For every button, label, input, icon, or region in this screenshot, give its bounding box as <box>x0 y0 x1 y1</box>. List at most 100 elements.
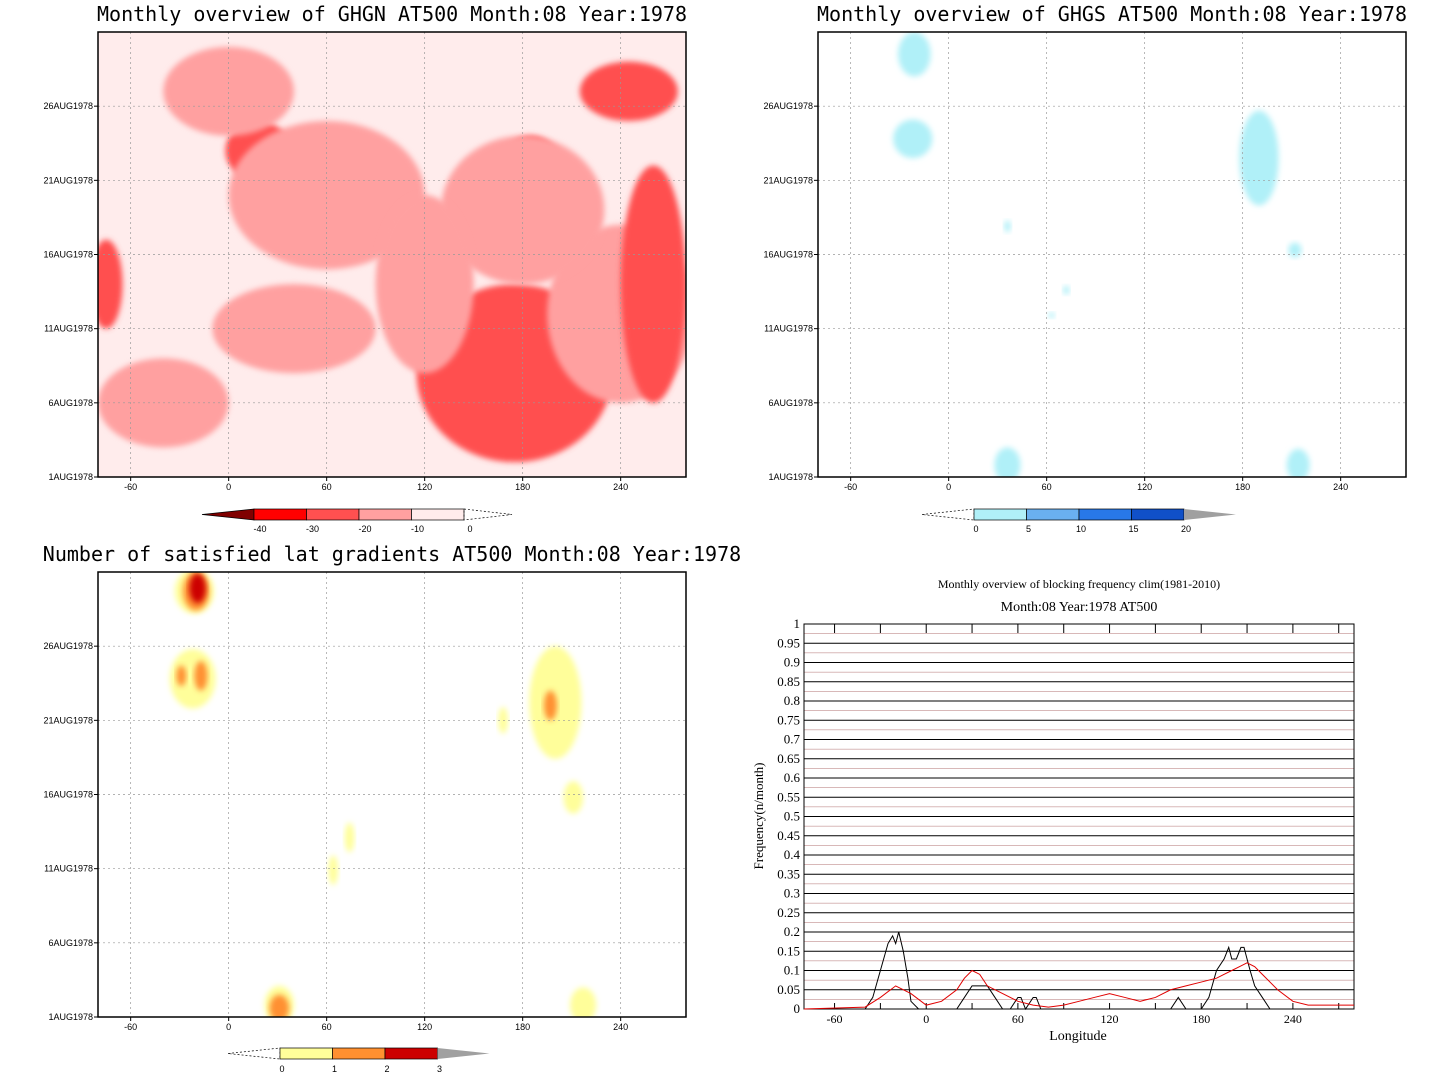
ghgs-title: Monthly overview of GHGS AT500 Month:08 … <box>817 2 1407 26</box>
gradients-contour-blob <box>194 661 208 691</box>
ghgs-colorbar-segment <box>1078 508 1132 521</box>
gradients-colorbar-label: 2 <box>384 1064 389 1074</box>
ghgs-colorbar-label: 10 <box>1076 524 1086 534</box>
ghgn-colorbar-segment <box>411 508 465 521</box>
ghgs-contour-blob <box>1239 110 1279 206</box>
gradients-x-tick-label: 0 <box>226 1022 231 1032</box>
frequency-y-tick-label: 0.05 <box>777 982 800 997</box>
ghgs-colorbar-label: 5 <box>1026 524 1031 534</box>
ghgs-x-tick-label: 240 <box>1333 482 1348 492</box>
frequency-x-tick-label: 120 <box>1101 1012 1119 1026</box>
ghgn-y-tick-label: 16AUG1978 <box>43 250 93 260</box>
ghgn-contour-blob <box>228 121 425 270</box>
frequency-plot-area: -60 0 60 120 180 240 0 0.05 0.1 0.15 0.2 0.25 0.3 0.3… <box>777 616 1355 1026</box>
ghgn-y-tick-label: 21AUG1978 <box>43 175 93 185</box>
gradients-x-tick-label: 120 <box>417 1022 432 1032</box>
gradients-contour-blob <box>570 987 597 1017</box>
frequency-title: Monthly overview of blocking frequency c… <box>938 577 1220 591</box>
gradients-y-tick-label: 26AUG1978 <box>43 641 93 651</box>
ghgs-colorbar-label: 0 <box>973 524 978 534</box>
frequency-y-tick-label: 0.25 <box>777 905 800 920</box>
gradients-y-tick-label: 6AUG1978 <box>48 938 93 948</box>
gradients-x-tick-label: -60 <box>124 1022 137 1032</box>
frequency-y-tick-label: 0.7 <box>784 732 801 747</box>
frequency-y-tick-label: 0.75 <box>777 712 800 727</box>
frequency-y-tick-label: 1 <box>794 616 801 631</box>
frequency-panel: Monthly overview of blocking frequency c… <box>751 577 1355 1044</box>
gradients-colorbar-label: 1 <box>332 1064 337 1074</box>
ghgs-colorbar-label: 15 <box>1128 524 1138 534</box>
ghgs-colorbar-segment <box>1026 508 1080 521</box>
ghgs-contour-blob <box>1063 285 1070 295</box>
frequency-y-tick-label: 0.9 <box>784 655 800 670</box>
frequency-y-tick-label: 0.6 <box>784 770 801 785</box>
frequency-x-tick-label: 60 <box>1012 1012 1024 1026</box>
ghgn-colorbar-label: -30 <box>306 524 319 534</box>
ghgn-x-tick-label: 0 <box>226 482 231 492</box>
ghgn-contour-blob <box>375 195 474 374</box>
frequency-y-tick-label: 0.15 <box>777 943 800 958</box>
ghgn-y-tick-label: 6AUG1978 <box>48 398 93 408</box>
ghgs-colorbar-segment <box>1131 508 1185 521</box>
ghgs-y-tick-label: 11AUG1978 <box>764 324 813 334</box>
gradients-contour-blob <box>269 994 290 1017</box>
gradients-panel: Number of satisfied lat gradients AT500 … <box>43 542 741 1074</box>
ghgn-contour-blob <box>620 165 686 403</box>
ghgn-colorbar-end <box>463 508 513 521</box>
ghgn-colorbar-label: -20 <box>358 524 371 534</box>
ghgs-contour-blob <box>1004 220 1011 233</box>
frequency-subtitle: Month:08 Year:1978 AT500 <box>1001 600 1158 615</box>
ghgs-contour-blob <box>893 119 933 159</box>
ghgs-panel: Monthly overview of GHGS AT500 Month:08 … <box>763 2 1407 534</box>
ghgn-x-tick-label: 180 <box>515 482 530 492</box>
gradients-title: Number of satisfied lat gradients AT500 … <box>43 542 741 566</box>
ghgs-contour-blob <box>994 447 1021 477</box>
gradients-colorbar-label: 0 <box>279 1064 284 1074</box>
gradients-x-tick-label: 240 <box>613 1022 628 1032</box>
gradients-y-tick-label: 11AUG1978 <box>44 864 93 874</box>
ghgs-contour-blob <box>898 32 931 77</box>
gradients-contour-blob <box>176 665 187 687</box>
ghgn-colorbar-label: 0 <box>467 524 472 534</box>
frequency-y-axis-label: Frequency(n/month) <box>751 763 766 870</box>
ghgn-y-tick-label: 11AUG1978 <box>44 324 93 334</box>
gradients-contour-blob <box>189 573 206 604</box>
frequency-y-tick-label: 0.85 <box>777 674 800 689</box>
frequency-y-tick-label: 0.8 <box>784 693 800 708</box>
ghgs-plot-area: -60 0 60 120 180 240 1AUG1978 6AUG1978 11AUG1978… <box>763 31 1407 492</box>
ghgn-colorbar: -40 -30 -20 -10 0 <box>201 508 513 534</box>
ghgs-x-tick-label: 0 <box>946 482 951 492</box>
ghgn-y-tick-label: 26AUG1978 <box>43 101 93 111</box>
gradients-contour-blob <box>344 822 355 853</box>
gradients-contour-blob <box>328 855 339 885</box>
ghgn-colorbar-label: -10 <box>411 524 424 534</box>
ghgs-x-tick-label: 60 <box>1042 482 1052 492</box>
ghgs-colorbar: 0 5 10 15 20 <box>921 508 1236 534</box>
ghgn-colorbar-segment <box>253 508 307 521</box>
ghgn-title: Monthly overview of GHGN AT500 Month:08 … <box>97 2 687 26</box>
ghgs-background <box>818 32 1406 477</box>
frequency-series-black-line <box>804 931 1354 1011</box>
ghgn-y-tick-label: 1AUG1978 <box>48 472 93 482</box>
ghgn-contour-blob <box>400 46 548 107</box>
gradients-colorbar-segment <box>279 1047 333 1060</box>
ghgs-colorbar-end <box>921 508 975 521</box>
gradients-colorbar-segment <box>332 1047 386 1060</box>
frequency-y-tick-label: 0.95 <box>777 635 800 650</box>
ghgn-x-tick-label: -60 <box>124 482 137 492</box>
frequency-x-tick-label: 240 <box>1284 1012 1302 1026</box>
ghgn-x-tick-label: 120 <box>417 482 432 492</box>
frequency-y-tick-label: 0.65 <box>777 751 800 766</box>
gradients-colorbar-end <box>437 1048 490 1059</box>
ghgn-colorbar-label: -40 <box>253 524 266 534</box>
ghgn-contour-blob <box>98 239 123 329</box>
ghgn-colorbar-end <box>201 508 255 521</box>
frequency-x-tick-label: -60 <box>827 1012 843 1026</box>
frequency-y-tick-label: 0 <box>794 1001 801 1016</box>
gradients-colorbar-label: 3 <box>437 1064 442 1074</box>
frequency-y-tick-label: 0.1 <box>784 963 800 978</box>
gradients-colorbar-end <box>227 1047 281 1060</box>
frequency-x-tick-label: 180 <box>1192 1012 1210 1026</box>
ghgn-colorbar-segment <box>358 508 412 521</box>
